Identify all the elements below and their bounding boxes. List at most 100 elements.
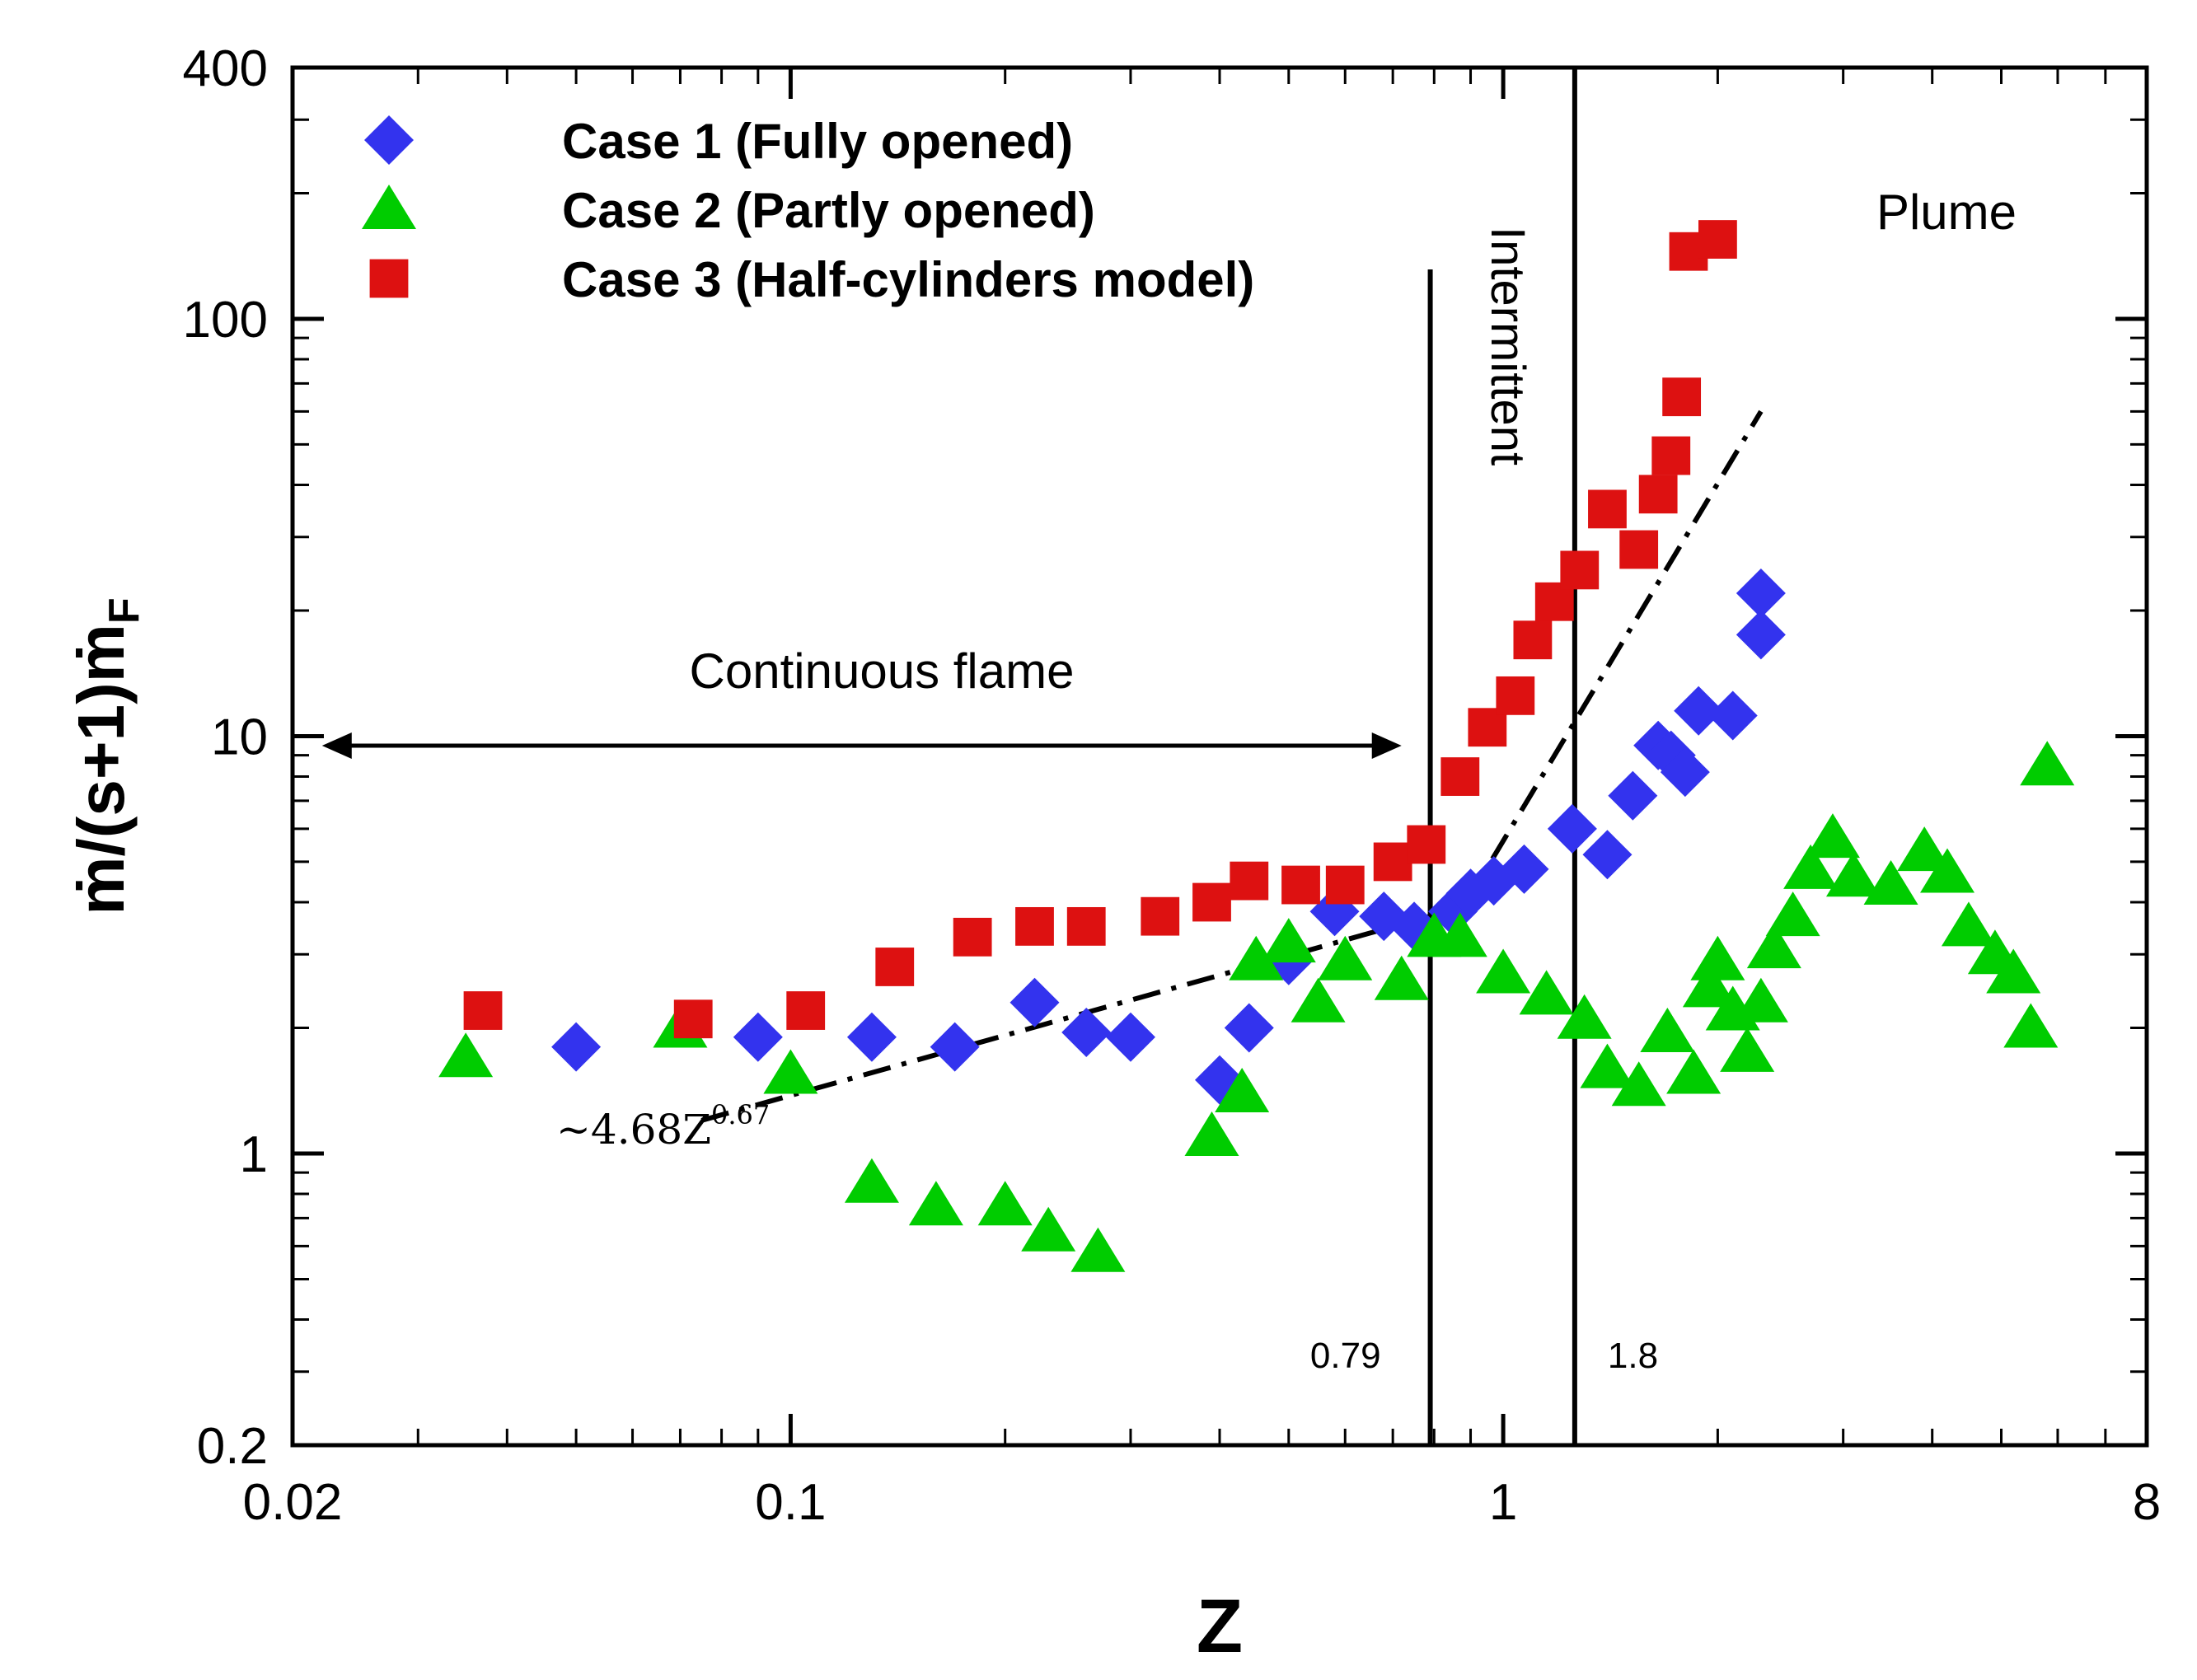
- data-point-square: [875, 948, 915, 986]
- legend-marker: [362, 185, 416, 229]
- data-point-square: [673, 999, 713, 1039]
- data-point-square: [1066, 906, 1106, 946]
- data-point-triangle: [1720, 1027, 1775, 1072]
- legend-label: Case 3 (Half-cylinders model): [562, 252, 1254, 307]
- data-point-triangle: [1291, 977, 1346, 1023]
- data-point-triangle: [1733, 977, 1788, 1023]
- data-point-square: [1141, 896, 1180, 936]
- legend: Case 1 (Fully opened) Case 2 (Partly open…: [362, 114, 1254, 307]
- data-point-triangle: [1765, 891, 1820, 937]
- data-point-triangle: [977, 1181, 1033, 1226]
- x-tick-labels: 0.02 0.1 1 8: [243, 1474, 2162, 1531]
- data-point-triangle: [1184, 1111, 1239, 1156]
- plume-label: Plume: [1876, 185, 2017, 240]
- data-point-square: [1440, 757, 1480, 796]
- y-axis-label: ṁ/(s+1)ṁF: [64, 597, 148, 915]
- y-tick-label: 0.2: [197, 1418, 268, 1475]
- y-tick-labels: 0.2 1 10 100 400: [183, 40, 268, 1475]
- data-point-triangle: [1640, 1008, 1695, 1053]
- data-point-triangle: [1318, 935, 1373, 980]
- data-point-square: [1407, 825, 1446, 864]
- data-point-diamond: [846, 1012, 897, 1062]
- data-point-square: [1281, 865, 1320, 905]
- data-point-square: [1325, 865, 1365, 905]
- data-point-triangle: [1432, 912, 1487, 957]
- x-tick-label: 0.1: [755, 1474, 826, 1531]
- legend-label: Case 2 (Partly opened): [562, 183, 1095, 238]
- data-point-square: [1638, 475, 1678, 514]
- data-point-triangle: [1374, 955, 1429, 1000]
- data-point-triangle: [1746, 924, 1801, 969]
- data-point-triangle: [908, 1181, 963, 1226]
- y-tick-label: 1: [240, 1126, 268, 1183]
- data-point-triangle: [438, 1032, 494, 1078]
- data-point-triangle: [1666, 1049, 1722, 1094]
- data-point-triangle: [1783, 844, 1839, 889]
- data-point-diamond: [1707, 690, 1758, 741]
- data-point-square: [463, 991, 503, 1030]
- data-point-triangle: [1897, 826, 1952, 872]
- data-point-square: [1192, 882, 1231, 922]
- data-point-diamond: [733, 1012, 783, 1062]
- data-point-diamond: [1547, 803, 1597, 854]
- data-point-diamond: [1061, 1008, 1112, 1058]
- data-point-triangle: [1611, 1061, 1666, 1107]
- data-point-triangle: [1229, 935, 1284, 980]
- data-point-diamond: [551, 1022, 602, 1072]
- data-point-triangle: [1825, 852, 1881, 897]
- data-point-diamond: [1105, 1012, 1155, 1062]
- data-point-square: [1230, 861, 1269, 901]
- data-point-diamond: [1582, 830, 1633, 880]
- data-point-triangle: [1476, 948, 1531, 994]
- data-point-triangle: [1986, 948, 2041, 994]
- y-tick-label: 100: [183, 292, 268, 349]
- data-point-diamond: [1674, 686, 1724, 736]
- data-point-diamond: [930, 1022, 980, 1072]
- annotations: Continuous flame Plume Intermittent ~4.6…: [556, 185, 2017, 1154]
- y-tick-label: 10: [211, 709, 268, 765]
- data-point-square: [1619, 530, 1659, 569]
- region-boundary-label: 1.8: [1608, 1336, 1658, 1376]
- y-axis-label-subscript: F: [101, 597, 148, 624]
- data-point-square: [1560, 550, 1600, 590]
- data-point-triangle: [1805, 813, 1860, 859]
- minor-ticks: [293, 68, 2147, 1445]
- data-point-triangle: [1682, 962, 1737, 1008]
- data-point-diamond: [1499, 844, 1549, 894]
- x-tick-label: 1: [1489, 1474, 1517, 1531]
- arrow-head-right: [1371, 732, 1402, 759]
- data-point-square: [1496, 676, 1535, 715]
- data-point-triangle: [1690, 935, 1745, 980]
- data-point-triangle: [2020, 741, 2075, 786]
- data-point-diamond: [1736, 569, 1786, 619]
- data-point-triangle: [1519, 970, 1574, 1015]
- data-point-triangle: [844, 1158, 899, 1203]
- x-axis-label: Z: [1197, 1584, 1243, 1668]
- data-point-square: [1651, 436, 1691, 475]
- data-point-triangle: [1215, 1067, 1270, 1112]
- intermittent-label: Intermittent: [1481, 227, 1534, 466]
- data-point-square: [953, 917, 992, 957]
- data-point-diamond: [1660, 747, 1710, 798]
- fit-line-label: ~4.68Z0.67: [556, 1099, 770, 1154]
- legend-marker: [364, 115, 414, 165]
- svg-text:ṁ/(s+1)ṁF: ṁ/(s+1)ṁF: [64, 597, 148, 915]
- data-point-triangle: [1070, 1227, 1126, 1272]
- data-point-triangle: [2003, 1003, 2059, 1048]
- data-point-triangle: [1021, 1206, 1076, 1252]
- data-point-square: [1373, 842, 1412, 882]
- data-points: [438, 220, 2075, 1272]
- arrow-head-left: [321, 732, 352, 759]
- data-point-square: [1698, 220, 1737, 259]
- data-point-square: [1588, 489, 1627, 529]
- data-point-diamond: [1736, 610, 1786, 660]
- data-point-triangle: [1941, 901, 1996, 947]
- legend-marker: [369, 259, 409, 298]
- data-point-triangle: [1557, 994, 1612, 1039]
- data-point-triangle: [1920, 848, 1975, 893]
- region-boundary-label: 0.79: [1310, 1336, 1381, 1376]
- data-point-triangle: [1863, 860, 1918, 906]
- data-point-diamond: [1009, 977, 1060, 1027]
- fit-line-segment: [1461, 409, 1764, 909]
